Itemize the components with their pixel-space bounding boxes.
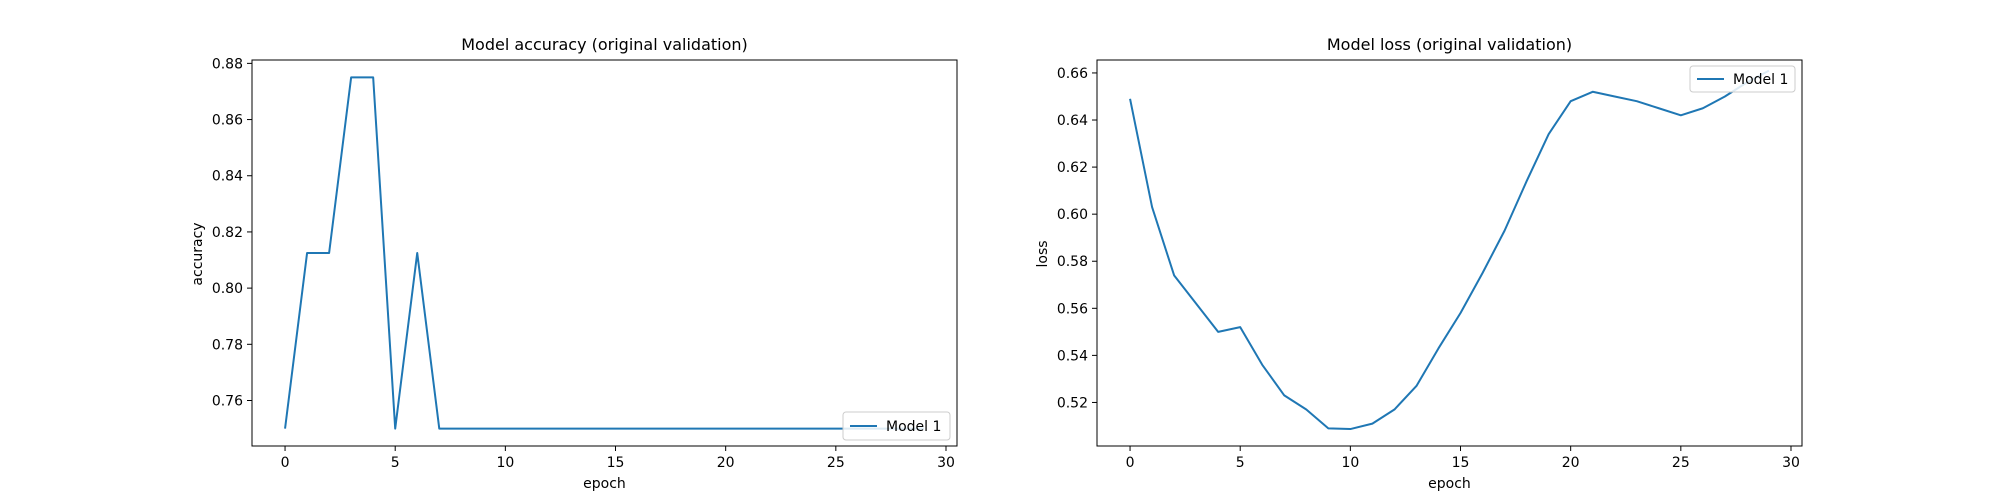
x-tick-label: 20 (717, 455, 735, 471)
y-tick-label: 0.52 (1057, 395, 1088, 411)
y-tick-label: 0.86 (212, 113, 243, 129)
x-axis-label: epoch (583, 476, 626, 492)
x-tick-label: 10 (1341, 455, 1359, 471)
plot-lines (284, 76, 924, 430)
y-tick-label: 0.80 (212, 281, 243, 297)
series-line-model-1 (1129, 69, 1770, 431)
y-tick-label: 0.62 (1057, 160, 1088, 176)
y-axis-label: accuracy (190, 222, 206, 285)
y-tick-label: 0.84 (212, 169, 243, 185)
x-tick-label: 10 (496, 455, 514, 471)
plot-frame (1096, 59, 1803, 447)
chart-title: Model loss (original validation) (1327, 35, 1572, 54)
legend-box (1689, 65, 1796, 93)
chart-title: Model accuracy (original validation) (461, 35, 748, 54)
plot-lines (1129, 69, 1770, 431)
legend: Model 1 (1689, 65, 1796, 93)
x-tick-label: 15 (1452, 455, 1470, 471)
y-tick-label: 0.60 (1057, 207, 1088, 223)
x-tick-label: 20 (1562, 455, 1580, 471)
y-tick-label: 0.58 (1057, 254, 1088, 270)
y-tick-label: 0.88 (212, 56, 243, 72)
y-tick-label: 0.56 (1057, 301, 1088, 317)
x-tick-label: 5 (1236, 455, 1245, 471)
y-axis-label: loss (1035, 240, 1051, 267)
ticks: 0 5 10 15 20 25 30 0.76 0.78 0.80 0.82 0.84 0.86 0.88 (212, 56, 955, 471)
x-tick-label: 25 (1672, 455, 1690, 471)
x-tick-label: 30 (1782, 455, 1800, 471)
y-tick-label: 0.64 (1057, 113, 1088, 129)
loss-chart: Model loss (original validation) epoch l… (1035, 35, 1803, 492)
legend-label: Model 1 (1733, 72, 1788, 88)
accuracy-chart: Model accuracy (original validation) epo… (190, 35, 958, 492)
y-tick-label: 0.78 (212, 337, 243, 353)
x-tick-label: 25 (827, 455, 845, 471)
x-tick-label: 0 (281, 455, 290, 471)
legend-label: Model 1 (886, 419, 941, 435)
x-axis-label: epoch (1428, 476, 1471, 492)
ticks: 0 5 10 15 20 25 30 0.52 0.54 0.56 0.58 0.60 0.62 0.64… (1057, 66, 1800, 471)
y-tick-label: 0.82 (212, 225, 243, 241)
y-tick-label: 0.76 (212, 393, 243, 409)
y-tick-label: 0.66 (1057, 66, 1088, 82)
legend: Model 1 (842, 411, 951, 441)
y-tick-label: 0.54 (1057, 348, 1088, 364)
plot-frame (251, 59, 958, 447)
x-tick-label: 15 (607, 455, 625, 471)
series-line-model-1 (284, 76, 924, 430)
x-tick-label: 5 (391, 455, 400, 471)
x-tick-label: 0 (1126, 455, 1135, 471)
x-tick-label: 30 (937, 455, 955, 471)
legend-box (842, 411, 951, 441)
